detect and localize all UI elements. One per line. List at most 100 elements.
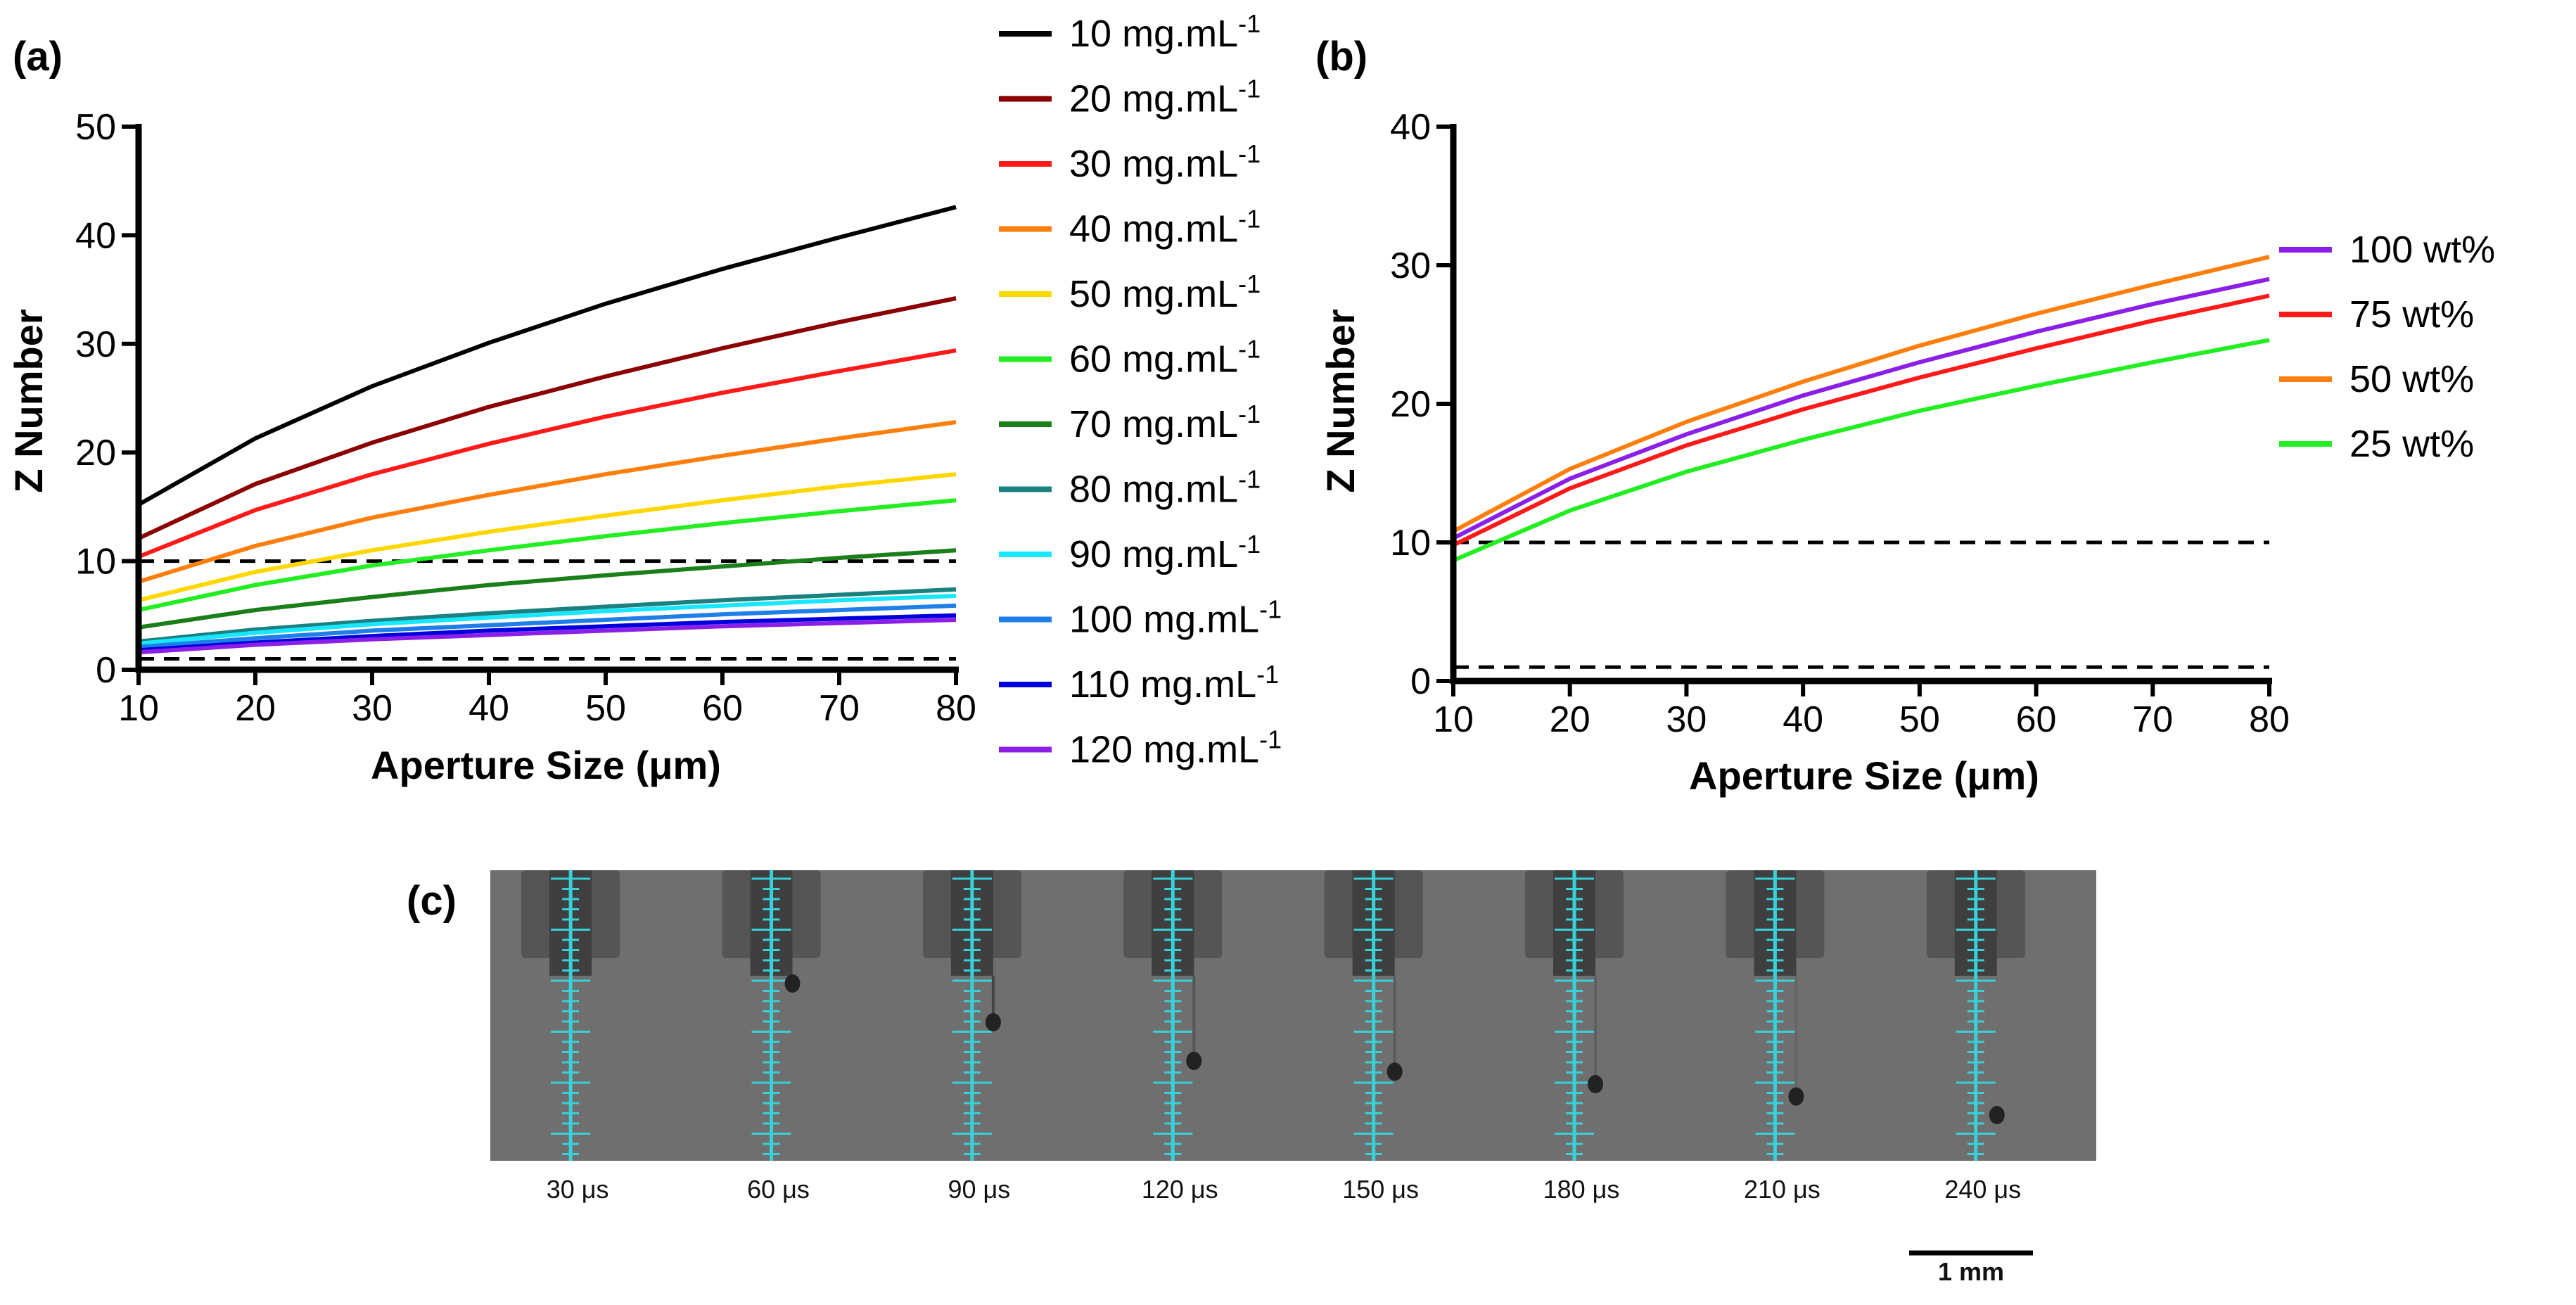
x-tick-label: 50 xyxy=(585,688,626,729)
x-tick-label: 30 xyxy=(352,688,393,729)
scale-bar-label: 1 mm xyxy=(1938,1257,2004,1286)
series-b xyxy=(1452,255,2270,563)
frame-caption: 240 μs xyxy=(1944,1175,2021,1204)
x-tick-label: 10 xyxy=(1433,699,1474,740)
x-tick-label: 30 xyxy=(1666,699,1707,740)
reference-lines-b xyxy=(1453,540,2269,669)
legend-superscript: -1 xyxy=(1238,139,1261,168)
series-line-11 xyxy=(138,613,957,653)
x-tick-label: 70 xyxy=(2132,699,2173,740)
series-line-1 xyxy=(137,205,957,507)
series-line-6 xyxy=(138,498,957,613)
series-line-8 xyxy=(138,587,957,644)
series-line-5 xyxy=(138,472,957,603)
frame-captions: 30 μs 60 μs 90 μs 120 μs 150 μs 180 μs 210 μs 2… xyxy=(547,1175,2021,1204)
y-tick-label: 10 xyxy=(75,542,116,583)
series-line-7 xyxy=(138,548,957,630)
droplet xyxy=(1386,1062,1403,1081)
axes-b xyxy=(1450,124,2272,685)
droplet xyxy=(784,974,801,993)
series-line-1 xyxy=(1452,276,2270,540)
panel-label-c: (c) xyxy=(407,878,457,924)
x-tick-label: 40 xyxy=(468,688,509,729)
droplet xyxy=(1186,1052,1202,1070)
legend-label-11: 110 mg.mL-1 xyxy=(1069,660,1279,706)
x-axis-title-b: Aperture Size (μm) xyxy=(1689,753,2039,798)
legend-label-4: 25 wt% xyxy=(2349,423,2474,465)
panel-label-b: (b) xyxy=(1315,34,1367,79)
series-line-2 xyxy=(1452,293,2270,547)
legend-label-8: 80 mg.mL-1 xyxy=(1069,465,1261,511)
series-line-4 xyxy=(1452,338,2270,563)
legend-superscript: -1 xyxy=(1238,9,1261,38)
legend-label-5: 50 mg.mL-1 xyxy=(1069,269,1261,315)
y-tick-label: 0 xyxy=(1410,661,1431,702)
reference-lines-a xyxy=(139,559,956,661)
legend-superscript: -1 xyxy=(1238,335,1261,364)
x-tick-label: 70 xyxy=(819,688,860,729)
legend-label-4: 40 mg.mL-1 xyxy=(1069,205,1261,250)
legend-label-3: 50 wt% xyxy=(2349,358,2474,400)
y-tick-label: 50 xyxy=(75,107,116,148)
legend-label-6: 60 mg.mL-1 xyxy=(1069,335,1261,381)
axes-a xyxy=(135,124,959,673)
series-line-12 xyxy=(138,618,957,655)
frame-caption: 210 μs xyxy=(1744,1175,1821,1204)
series-a xyxy=(137,205,957,655)
droplet xyxy=(1588,1075,1604,1093)
frame-caption: 60 μs xyxy=(747,1175,810,1204)
droplet xyxy=(1788,1087,1804,1106)
series-line-3 xyxy=(137,348,957,559)
y-tick-label: 20 xyxy=(1390,384,1431,425)
legend-a: 10 mg.mL-1 20 mg.mL-1 30 mg.mL-1 40 mg.mL-1… xyxy=(999,9,1282,771)
y-tick-label: 40 xyxy=(1390,107,1431,148)
legend-superscript: -1 xyxy=(1256,660,1279,689)
legend-label-2: 20 mg.mL-1 xyxy=(1069,75,1261,120)
y-axis-title-a: Z Number xyxy=(6,309,51,492)
legend-label-10: 100 mg.mL-1 xyxy=(1069,595,1282,641)
x-tick-label: 50 xyxy=(1899,699,1940,740)
y-tick-label: 0 xyxy=(96,650,116,691)
legend-label-12: 120 mg.mL-1 xyxy=(1069,725,1282,771)
frame-caption: 150 μs xyxy=(1342,1175,1419,1204)
legend-label-1: 100 wt% xyxy=(2349,229,2495,271)
droplet xyxy=(985,1013,1001,1031)
y-axis-title-b: Z Number xyxy=(1318,309,1363,492)
frame-caption: 180 μs xyxy=(1543,1175,1620,1204)
panel-c-image-strip: 30 μs 60 μs 90 μs 120 μs 150 μs 180 μs 210 μs 2… xyxy=(490,870,2096,1286)
legend-superscript: -1 xyxy=(1238,530,1261,559)
x-tick-label: 60 xyxy=(2016,699,2057,740)
legend-label-7: 70 mg.mL-1 xyxy=(1069,400,1261,445)
legend-label-3: 30 mg.mL-1 xyxy=(1069,139,1261,185)
panel-label-a: (a) xyxy=(13,34,63,79)
legend-label-9: 90 mg.mL-1 xyxy=(1069,530,1261,575)
x-tick-label: 40 xyxy=(1783,699,1823,740)
y-tick-label: 30 xyxy=(1390,246,1431,286)
legend-superscript: -1 xyxy=(1238,205,1261,234)
legend-superscript: -1 xyxy=(1238,269,1261,298)
x-tick-label: 80 xyxy=(2249,699,2290,740)
series-line-10 xyxy=(138,603,957,649)
legend-label-2: 75 wt% xyxy=(2349,293,2474,336)
x-tick-label: 20 xyxy=(235,688,276,729)
legend-superscript: -1 xyxy=(1259,595,1282,624)
x-tick-label: 60 xyxy=(702,688,743,729)
legend-superscript: -1 xyxy=(1238,75,1261,103)
x-tick-label: 80 xyxy=(936,688,976,729)
frame-caption: 30 μs xyxy=(547,1175,609,1204)
y-tick-label: 20 xyxy=(75,433,116,473)
frame-caption: 90 μs xyxy=(948,1175,1011,1204)
legend-superscript: -1 xyxy=(1238,465,1261,494)
frame-caption: 120 μs xyxy=(1142,1175,1218,1204)
series-line-2 xyxy=(137,296,957,540)
x-tick-label: 10 xyxy=(118,688,159,729)
x-tick-label: 20 xyxy=(1550,699,1590,740)
x-axis-title-a: Aperture Size (μm) xyxy=(371,743,721,787)
series-line-3 xyxy=(1452,255,2270,533)
series-line-9 xyxy=(138,594,957,646)
image-frames xyxy=(521,870,2025,1161)
